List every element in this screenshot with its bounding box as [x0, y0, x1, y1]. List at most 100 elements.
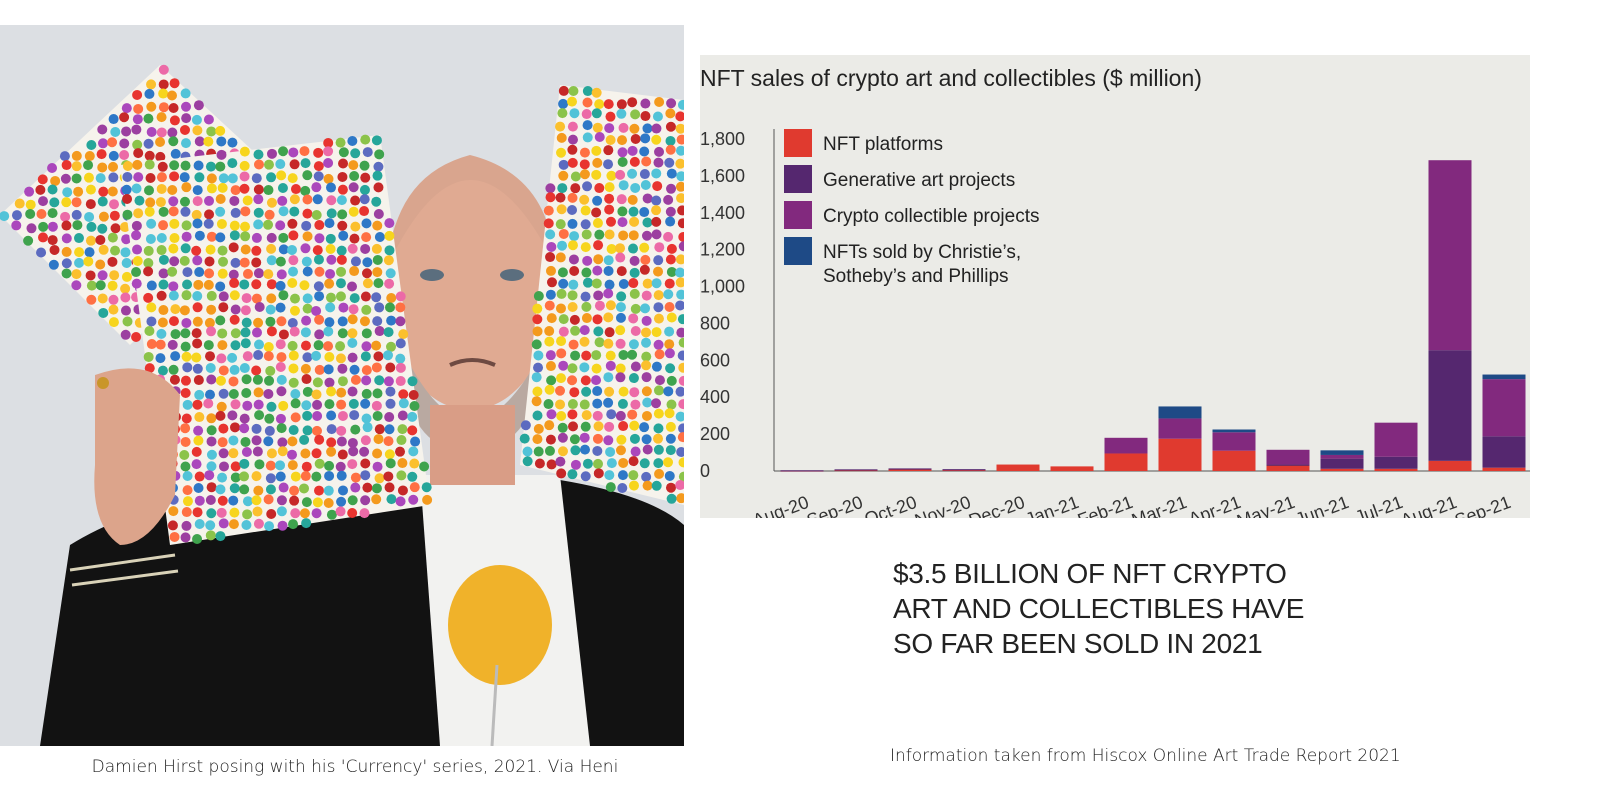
- paint-dot: [290, 389, 301, 400]
- paint-dot: [311, 389, 322, 400]
- bar-segment: [1482, 436, 1526, 468]
- paint-dot: [407, 471, 418, 482]
- paint-dot: [215, 410, 226, 421]
- paint-dot: [604, 193, 615, 204]
- paint-dot: [300, 363, 311, 374]
- paint-dot: [228, 519, 239, 530]
- paint-dot: [204, 209, 215, 220]
- paint-dot: [122, 209, 133, 220]
- paint-dot: [325, 292, 336, 303]
- paint-dot: [287, 278, 298, 289]
- bar-segment: [1266, 464, 1310, 466]
- paint-dot: [192, 363, 203, 374]
- paint-dot: [629, 216, 640, 227]
- paint-dot: [557, 183, 568, 194]
- paint-dot: [617, 147, 628, 158]
- paint-dot: [653, 302, 664, 313]
- paint-dot: [144, 363, 155, 374]
- paint-dot: [312, 497, 323, 508]
- paint-dot: [131, 267, 142, 278]
- paint-dot: [348, 304, 359, 315]
- paint-dot: [336, 496, 347, 507]
- paint-dot: [168, 290, 179, 301]
- paint-dot: [347, 328, 358, 339]
- paint-dot: [108, 114, 119, 125]
- paint-dot: [360, 172, 371, 183]
- paint-dot: [338, 302, 349, 313]
- paint-dot: [240, 327, 251, 338]
- paint-dot: [158, 220, 169, 231]
- paint-dot: [288, 230, 299, 241]
- paint-dot: [336, 254, 347, 265]
- paint-dot: [359, 160, 370, 171]
- paint-dot: [170, 351, 181, 362]
- paint-dot: [253, 219, 264, 230]
- paint-dot: [203, 218, 214, 229]
- paint-dot: [302, 386, 313, 397]
- paint-dot: [300, 327, 311, 338]
- headline-line: $3.5 BILLION OF NFT CRYPTO: [893, 558, 1287, 589]
- paint-dot: [241, 520, 252, 531]
- paint-dot: [383, 376, 394, 387]
- paint-dot: [591, 207, 602, 218]
- paint-dot: [677, 99, 684, 110]
- paint-dot: [606, 170, 617, 181]
- paint-dot: [582, 86, 593, 97]
- paint-dot: [543, 205, 554, 216]
- paint-dot: [228, 495, 239, 506]
- paint-dot: [545, 252, 556, 263]
- paint-dot: [555, 121, 566, 132]
- paint-dot: [533, 362, 544, 373]
- paint-dot: [581, 410, 592, 421]
- paint-dot: [155, 353, 166, 364]
- paint-dot: [143, 245, 154, 256]
- paint-dot: [397, 424, 408, 435]
- paint-dot: [252, 506, 263, 517]
- paint-dot: [253, 268, 264, 279]
- paint-dot: [395, 376, 406, 387]
- paint-dot: [592, 445, 603, 456]
- x-tick-label: Oct-20: [862, 492, 920, 518]
- paint-dot: [348, 398, 359, 409]
- paint-dot: [653, 433, 664, 444]
- paint-dot: [216, 149, 227, 160]
- paint-dot: [263, 269, 274, 280]
- paint-dot: [629, 420, 640, 431]
- paint-dot: [569, 434, 580, 445]
- paint-dot: [591, 169, 602, 180]
- paint-dot: [409, 458, 420, 469]
- paint-dot: [326, 437, 337, 448]
- paint-dot: [241, 293, 252, 304]
- paint-dot: [653, 458, 664, 469]
- paint-dot: [336, 245, 347, 256]
- paint-dot: [145, 197, 156, 208]
- zipper: [490, 664, 499, 746]
- paint-dot: [288, 377, 299, 388]
- paint-dot: [192, 255, 203, 266]
- paint-dot: [676, 171, 684, 182]
- paint-dot: [628, 206, 639, 217]
- paint-dot: [216, 136, 227, 147]
- paint-dot: [675, 277, 684, 288]
- paint-dot: [181, 101, 192, 112]
- paint-dot: [251, 495, 262, 506]
- paint-dot: [180, 328, 191, 339]
- bar-segment: [1320, 450, 1364, 455]
- paint-dot: [581, 386, 592, 397]
- paint-dot: [325, 302, 336, 313]
- paint-dot: [386, 315, 397, 326]
- bar-segment: [1212, 450, 1256, 471]
- paint-dot: [47, 162, 58, 173]
- paint-dot: [385, 458, 396, 469]
- paint-dot: [594, 99, 605, 110]
- paint-dot: [180, 341, 191, 352]
- paint-dot: [569, 314, 580, 325]
- paint-dot: [593, 468, 604, 479]
- paint-dot: [133, 103, 144, 114]
- paint-dot: [653, 157, 664, 168]
- paint-dot: [665, 121, 676, 132]
- paint-dot: [408, 389, 419, 400]
- paint-dot: [97, 293, 108, 304]
- paint-dot: [666, 375, 677, 386]
- paint-dot: [146, 280, 157, 291]
